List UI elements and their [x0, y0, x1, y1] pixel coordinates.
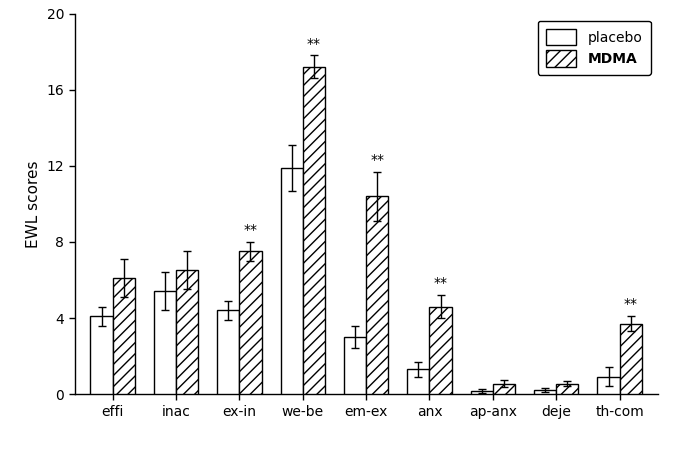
Bar	[407, 369, 429, 394]
Bar	[620, 324, 642, 394]
Bar	[556, 384, 578, 394]
Bar	[239, 251, 262, 394]
Y-axis label: EWL scores: EWL scores	[26, 160, 41, 248]
Bar	[344, 337, 366, 394]
Bar	[303, 67, 325, 394]
Legend: placebo, MDMA: placebo, MDMA	[538, 20, 651, 75]
Bar	[113, 278, 135, 394]
Text: **: **	[307, 37, 321, 51]
Text: **: **	[370, 153, 384, 167]
Bar	[90, 316, 113, 394]
Bar	[176, 270, 198, 394]
Bar	[217, 310, 239, 394]
Bar	[493, 384, 515, 394]
Text: **: **	[243, 223, 258, 237]
Bar	[471, 391, 493, 394]
Bar	[534, 390, 556, 394]
Text: **: **	[624, 297, 638, 311]
Bar	[366, 196, 388, 394]
Text: **: **	[434, 276, 447, 290]
Bar	[281, 168, 303, 394]
Bar	[597, 377, 620, 394]
Bar	[429, 307, 452, 394]
Bar	[154, 291, 176, 394]
